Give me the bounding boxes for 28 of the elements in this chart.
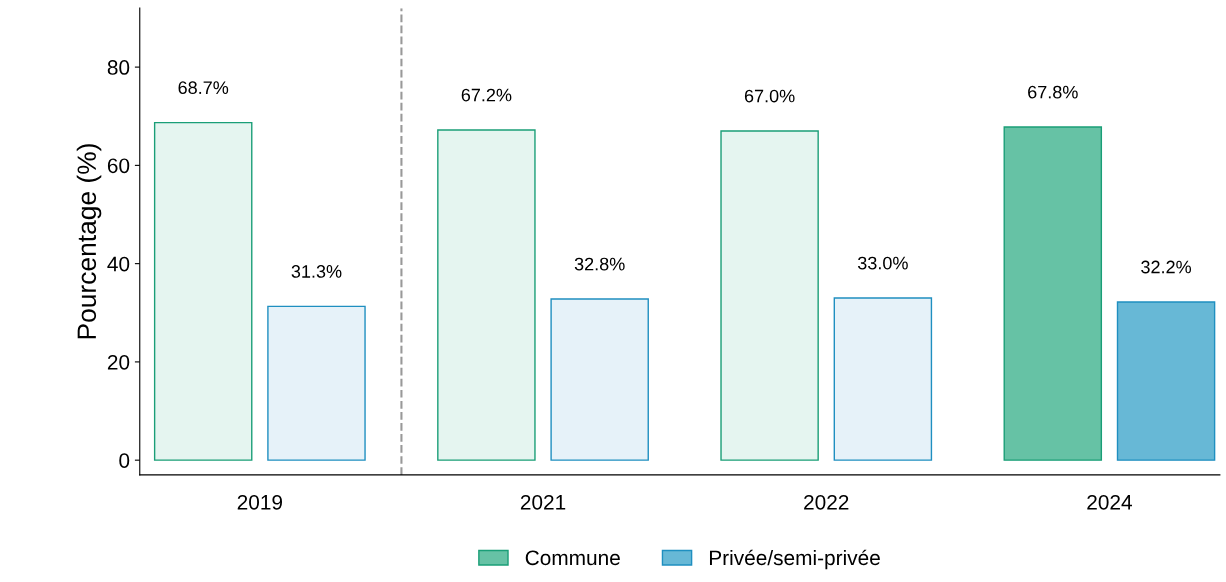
data-label: 33.0% (857, 256, 908, 270)
x-tick-label: 2022 (804, 494, 849, 510)
bar (550, 298, 649, 461)
data-label: 67.8% (1028, 85, 1078, 99)
bar (720, 130, 819, 461)
y-tick-label: 0 (119, 453, 130, 468)
data-label: 67.2% (461, 88, 512, 102)
data-label: 32.8% (574, 257, 625, 271)
bar (1003, 126, 1103, 461)
bar (1116, 301, 1216, 461)
y-tick-label: 20 (107, 354, 130, 370)
x-tick-label: 2021 (520, 494, 566, 510)
x-tick-label: 2024 (1087, 494, 1132, 510)
y-tick-label: 60 (107, 158, 130, 174)
legend-label: Privée/semi-privée (709, 549, 880, 570)
y-tick-label: 40 (107, 256, 130, 272)
legend-label: Commune (525, 550, 620, 566)
bar (267, 305, 366, 461)
bar (437, 129, 536, 461)
data-label: 68.7% (178, 81, 229, 95)
y-axis-title: Pourcentage (%) (76, 144, 102, 339)
y-tick-label: 80 (107, 60, 130, 75)
bar (153, 121, 253, 461)
data-label: 32.2% (1141, 260, 1192, 274)
data-label: 67.0% (744, 89, 795, 103)
x-tick-label: 2019 (237, 494, 283, 510)
bar (833, 297, 933, 461)
data-label: 31.3% (291, 265, 342, 278)
